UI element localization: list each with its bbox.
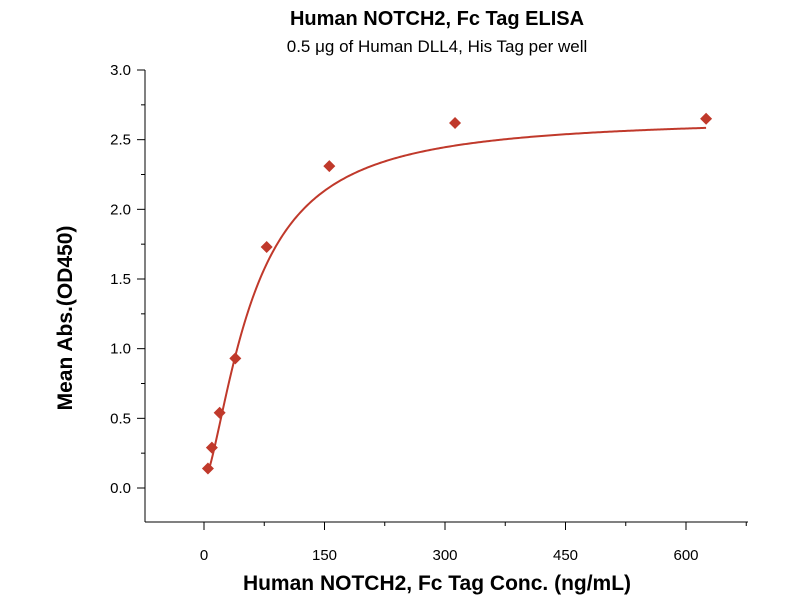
x-axis-label: Human NOTCH2, Fc Tag Conc. (ng/mL) <box>243 572 631 595</box>
x-tick-label: 300 <box>432 547 457 564</box>
data-points <box>201 112 713 475</box>
data-point-diamond <box>229 352 242 365</box>
y-tick-label: 2.0 <box>110 201 131 218</box>
x-tick-label: 450 <box>553 547 578 564</box>
chart-subtitle: 0.5 μg of Human DLL4, His Tag per well <box>287 37 588 56</box>
data-point-diamond <box>260 240 273 253</box>
y-tick-label: 0.5 <box>110 410 131 427</box>
y-tick-label: 0.0 <box>110 480 131 497</box>
y-tick-label: 3.0 <box>110 62 131 79</box>
x-tick-label: 150 <box>312 547 337 564</box>
y-tick-label: 2.5 <box>110 132 131 149</box>
fit-curve <box>206 126 707 474</box>
x-tick-label: 0 <box>200 547 208 564</box>
data-point-diamond <box>323 160 336 173</box>
y-tick-label: 1.0 <box>110 341 131 358</box>
x-tick-label: 600 <box>673 547 698 564</box>
y-axis-label: Mean Abs.(OD450) <box>54 226 77 411</box>
data-point-diamond <box>213 406 226 419</box>
x-axis-ticks: 0 150 300 450 600 <box>200 522 747 564</box>
data-point-diamond <box>700 112 713 125</box>
y-tick-label: 1.5 <box>110 271 131 288</box>
chart-title: Human NOTCH2, Fc Tag ELISA <box>290 8 584 30</box>
y-axis-ticks: 0.0 0.5 1.0 1.5 2.0 2.5 3.0 <box>110 62 145 497</box>
data-point-diamond <box>205 441 218 454</box>
data-point-diamond <box>449 116 462 129</box>
data-point-diamond <box>201 462 214 475</box>
